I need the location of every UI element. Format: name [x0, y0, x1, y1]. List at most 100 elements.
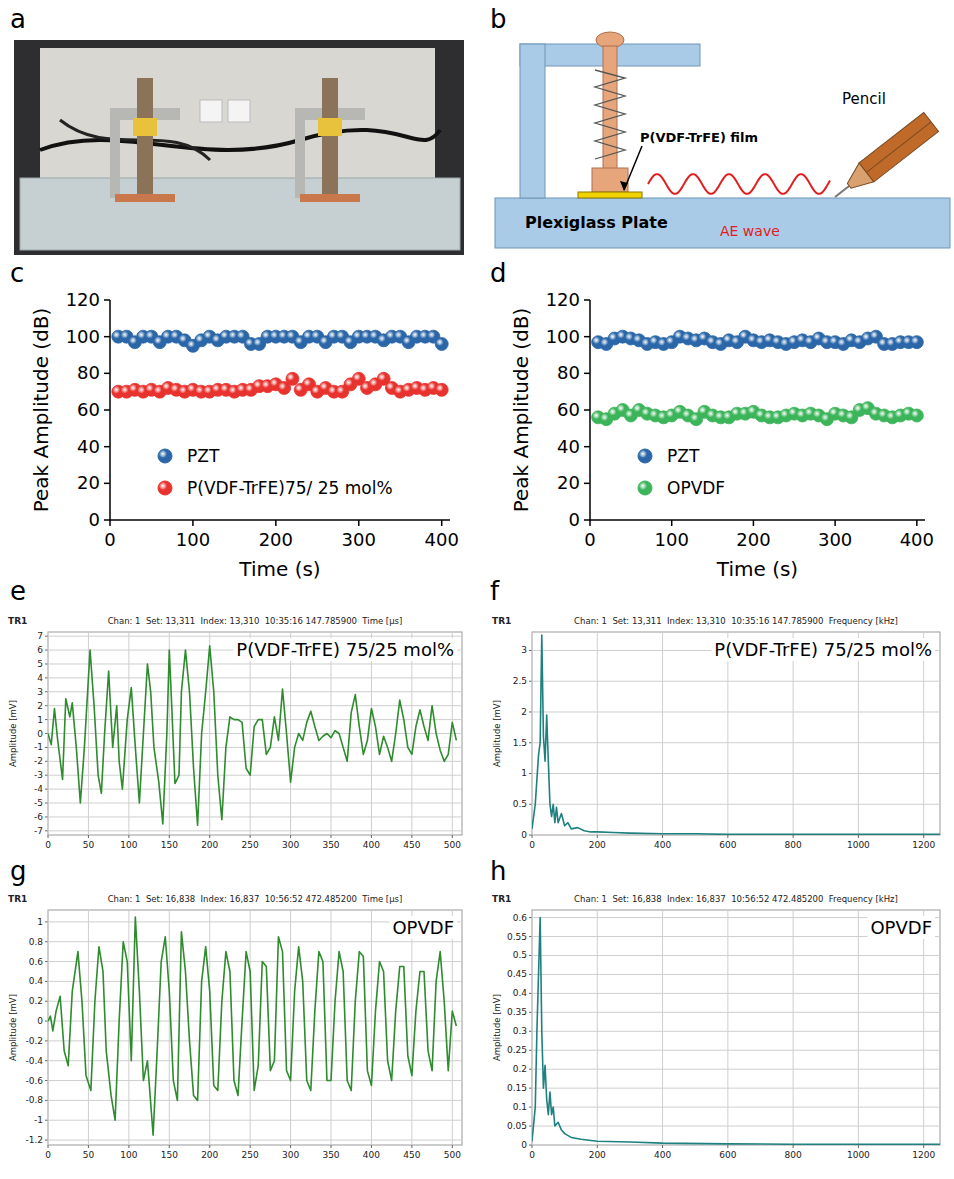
legend-marker	[158, 449, 172, 463]
grid-line	[48, 803, 462, 804]
clamp-side	[520, 44, 545, 198]
data-point	[910, 336, 923, 349]
x-tick-label: 50	[83, 1150, 95, 1160]
y-tick	[104, 409, 110, 411]
inset-label: OPVDF	[870, 917, 932, 938]
x-tick	[371, 1145, 372, 1148]
x-tick	[88, 1145, 89, 1148]
y-tick-label: 0.25	[507, 1045, 527, 1055]
y-tick	[104, 299, 110, 301]
inset-label-group: OPVDF	[867, 916, 935, 939]
x-tick	[209, 835, 210, 838]
x-tick	[411, 1145, 412, 1148]
x-tick-label: 0	[529, 1150, 535, 1160]
x-tick	[192, 520, 194, 526]
grid-line	[48, 961, 462, 962]
plot-area	[532, 918, 940, 1145]
film-label: P(VDF-TrFE) film	[640, 130, 758, 145]
panel-letter: b	[490, 4, 507, 34]
grid-line	[48, 1140, 462, 1141]
grid-line	[209, 632, 210, 835]
x-tick	[727, 1145, 728, 1148]
scatter-chart: d0204060801001200100200300400Peak Amplit…	[490, 258, 934, 581]
photo-plate	[20, 178, 460, 250]
signal-line	[48, 646, 456, 825]
grid-line	[48, 816, 462, 817]
x-tick-label: 150	[161, 840, 178, 850]
y-tick-label: -5	[34, 798, 43, 808]
x-tick-label: 800	[785, 1150, 802, 1160]
x-tick	[48, 835, 49, 838]
y-tick-label: 0.2	[29, 996, 43, 1006]
plot-area	[48, 917, 456, 1135]
grid-line	[48, 1100, 462, 1101]
data-point	[910, 409, 923, 422]
x-tick	[589, 520, 591, 526]
grid-line	[532, 711, 940, 712]
x-tick	[411, 835, 412, 838]
grid-line	[532, 955, 940, 956]
grid-line	[597, 910, 598, 1145]
grid-line	[48, 830, 462, 831]
x-tick	[169, 835, 170, 838]
x-tick-label: 500	[444, 1150, 461, 1160]
x-tick-label: 400	[363, 840, 380, 850]
x-tick-label: 350	[322, 1150, 339, 1160]
y-tick-label: 2	[37, 701, 43, 711]
scope-header: Chan: 1 Set: 13,311 Index: 13,310 10:35:…	[108, 616, 403, 626]
y-tick-label: -4	[34, 784, 43, 794]
panel-letter: c	[10, 258, 24, 288]
x-tick	[597, 835, 598, 838]
x-tick	[209, 1145, 210, 1148]
y-tick-label: 0.55	[507, 932, 527, 942]
x-tick-label: 800	[785, 840, 802, 850]
legend: PZTP(VDF-TrFE)75/ 25 mol%	[158, 446, 393, 498]
x-tick-label: 600	[719, 840, 736, 850]
panel-letter: d	[490, 258, 507, 288]
y-tick-label: -0.4	[25, 1056, 43, 1066]
grid-line	[532, 910, 533, 1145]
x-tick	[662, 835, 663, 838]
x-tick	[331, 1145, 332, 1148]
plot-frame	[48, 910, 462, 1145]
y-tick-label: -1	[34, 742, 43, 752]
grid-line	[411, 632, 412, 835]
grid-line	[532, 632, 533, 835]
x-tick	[290, 1145, 291, 1148]
y-tick-label: 0	[569, 509, 580, 530]
x-tick	[452, 1145, 453, 1148]
pencil-line	[867, 122, 932, 172]
trace-label: TR1	[492, 616, 511, 626]
x-tick	[275, 520, 277, 526]
photo-electrode	[115, 194, 175, 202]
grid-line	[48, 636, 462, 637]
photo-wall	[40, 48, 435, 198]
y-tick-label: -7	[34, 826, 43, 836]
y-tick-label: 0.35	[507, 1007, 527, 1017]
legend-label: OPVDF	[667, 478, 725, 498]
grid-line	[793, 632, 794, 835]
label-patch	[389, 916, 457, 939]
grid-line	[48, 775, 462, 776]
x-tick-label: 1000	[847, 840, 870, 850]
photo-outlet	[228, 100, 250, 122]
grid-line	[48, 663, 462, 664]
scope-chart: h00.050.10.150.20.250.30.350.40.450.50.5…	[490, 856, 940, 1160]
x-tick-label: 0	[45, 840, 51, 850]
x-tick-label: 450	[403, 1150, 420, 1160]
y-tick-label: 0	[521, 1140, 527, 1150]
x-tick	[793, 1145, 794, 1148]
grid-line	[923, 632, 924, 835]
y-tick	[104, 483, 110, 485]
x-tick-label: 300	[282, 1150, 299, 1160]
grid-line	[48, 719, 462, 720]
pencil-lead	[835, 186, 849, 197]
panel-letter: f	[490, 576, 500, 606]
y-tick	[104, 373, 110, 375]
y-axis-title: Amplitude [mV]	[8, 700, 18, 767]
x-tick	[441, 520, 443, 526]
y-tick-label: 120	[546, 289, 580, 310]
x-tick	[250, 1145, 251, 1148]
x-tick	[109, 520, 111, 526]
x-tick-label: 200	[259, 529, 293, 550]
